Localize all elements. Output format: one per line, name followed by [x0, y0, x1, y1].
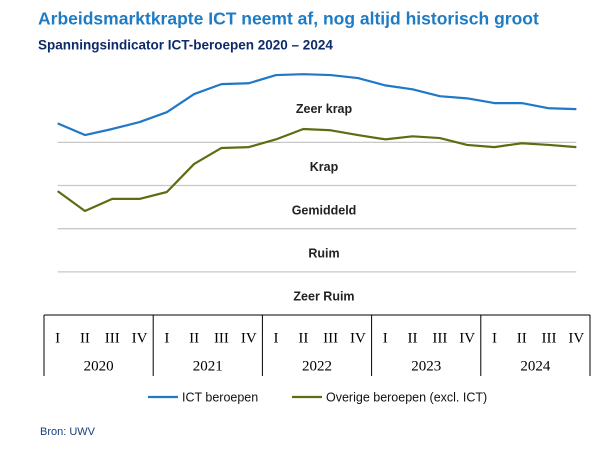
year-label: 2020	[84, 358, 114, 374]
x-tick-label: III	[214, 330, 229, 346]
band-label: Krap	[310, 160, 339, 174]
x-tick-label: IV	[459, 330, 475, 346]
source: Bron: UWV	[40, 426, 96, 438]
x-tick-label: I	[55, 330, 60, 346]
x-tick-label: IV	[132, 330, 148, 346]
x-tick-label: II	[517, 330, 527, 346]
chart-title: Arbeidsmarktkrapte ICT neemt af, nog alt…	[38, 9, 539, 29]
x-tick-label: IV	[350, 330, 366, 346]
legend-label: Overige beroepen (excl. ICT)	[326, 390, 487, 404]
year-label: 2022	[302, 358, 332, 374]
series-line	[57, 73, 577, 137]
x-tick-label: III	[542, 330, 557, 346]
x-tick-label: IV	[241, 330, 257, 346]
x-tick-label: III	[432, 330, 447, 346]
x-tick-label: I	[274, 330, 279, 346]
x-tick-label: III	[105, 330, 120, 346]
band-label: Zeer krap	[296, 102, 353, 116]
x-tick-label: I	[492, 330, 497, 346]
x-tick-label: I	[383, 330, 388, 346]
chart-subtitle: Spanningsindicator ICT-beroepen 2020 – 2…	[38, 38, 333, 53]
legend-label: ICT beroepen	[182, 390, 258, 404]
year-label: 2021	[193, 358, 223, 374]
band-label: Gemiddeld	[292, 203, 357, 217]
band-label: Ruim	[308, 247, 339, 261]
band-label: Zeer Ruim	[293, 290, 354, 304]
x-tick-label: II	[189, 330, 199, 346]
year-label: 2023	[411, 358, 441, 374]
series-line	[57, 127, 577, 213]
x-tick-label: IV	[568, 330, 584, 346]
x-tick-label: II	[298, 330, 308, 346]
x-tick-label: II	[80, 330, 90, 346]
year-label: 2024	[520, 358, 551, 374]
x-tick-label: II	[408, 330, 418, 346]
x-tick-label: III	[323, 330, 338, 346]
x-tick-label: I	[164, 330, 169, 346]
